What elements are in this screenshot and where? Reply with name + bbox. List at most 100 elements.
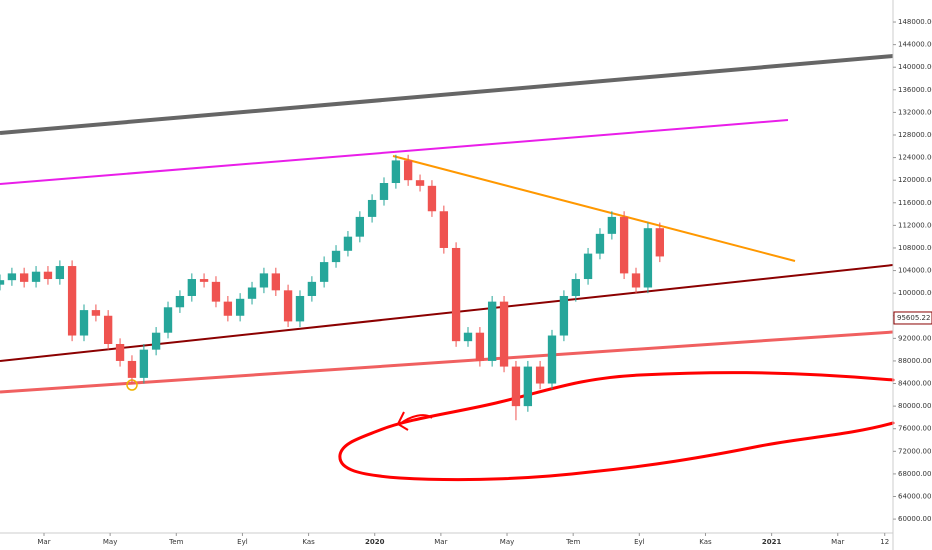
- candle-body: [211, 281, 221, 302]
- x-tick-label: 12: [880, 538, 889, 546]
- trend-line: [0, 330, 894, 394]
- trend-line: [0, 119, 789, 185]
- candle-body: [595, 233, 605, 254]
- y-tick-label: 148000.00: [898, 18, 932, 26]
- candle-body: [151, 332, 161, 350]
- candle-body: [343, 236, 353, 251]
- x-tick-label: Kas: [302, 538, 315, 546]
- last-price-label: 95605.22: [897, 314, 930, 322]
- candle-body: [583, 253, 593, 280]
- candle-body: [499, 301, 509, 367]
- candle-body: [403, 160, 413, 181]
- y-tick-label: 104000.00: [898, 267, 932, 275]
- y-tick-label: 144000.00: [898, 41, 932, 49]
- x-tick-label: Tem: [168, 538, 183, 546]
- candle-body: [523, 366, 533, 407]
- candle-body: [475, 332, 485, 361]
- candle-body: [55, 266, 65, 280]
- candles: [0, 154, 664, 421]
- y-tick-label: 120000.00: [898, 176, 932, 184]
- x-tick-label: Mar: [37, 538, 50, 546]
- x-tick-label: Tem: [565, 538, 580, 546]
- candle-body: [307, 281, 317, 296]
- candle-body: [247, 287, 257, 299]
- y-tick-label: 116000.00: [898, 199, 932, 207]
- y-tick-label: 88000.00: [898, 357, 931, 365]
- candle-body: [547, 335, 557, 384]
- candle-body: [67, 266, 77, 336]
- y-tick-label: 68000.00: [898, 470, 931, 478]
- y-tick-label: 64000.00: [898, 493, 931, 501]
- trend-line: [392, 155, 796, 262]
- y-tick-label: 112000.00: [898, 221, 932, 229]
- x-tick-label: May: [103, 538, 117, 546]
- candle-body: [103, 315, 113, 344]
- y-tick-label: 100000.00: [898, 289, 932, 297]
- x-tick-label: Eyl: [634, 538, 645, 546]
- last-price-box: [893, 311, 932, 325]
- y-tick-label: 92000.00: [898, 334, 931, 342]
- y-tick-label: 140000.00: [898, 63, 932, 71]
- y-tick-label: 84000.00: [898, 380, 931, 388]
- candle-body: [439, 211, 449, 248]
- candle-body: [7, 273, 17, 281]
- candle-body: [0, 280, 5, 285]
- candle-body: [139, 349, 149, 378]
- candle-body: [31, 271, 41, 282]
- candle-body: [355, 216, 365, 237]
- candle-body: [487, 301, 497, 361]
- candle-body: [283, 290, 293, 322]
- x-tick-label: Kas: [699, 538, 712, 546]
- drawings: [0, 54, 895, 482]
- trend-line: [0, 54, 894, 135]
- candle-body: [163, 307, 173, 333]
- x-tick-label: Mar: [434, 538, 447, 546]
- candle-body: [235, 298, 245, 316]
- candle-body: [415, 180, 425, 186]
- x-tick-label: Mar: [831, 538, 844, 546]
- candle-body: [367, 199, 377, 217]
- candle-body: [331, 250, 341, 263]
- candle-body: [619, 216, 629, 274]
- y-tick-label: 76000.00: [898, 425, 931, 433]
- candle-body: [187, 279, 196, 296]
- y-tick-label: 80000.00: [898, 402, 931, 410]
- candle-body: [451, 247, 461, 342]
- x-tick-label: Eyl: [237, 538, 248, 546]
- candle-body: [91, 310, 101, 316]
- candle-body: [391, 160, 401, 184]
- candle-body: [655, 228, 664, 257]
- candle-body: [127, 360, 137, 378]
- candle-body: [643, 228, 653, 288]
- x-tick-label: May: [500, 538, 514, 546]
- trend-line: [0, 264, 894, 362]
- candle-body: [295, 295, 305, 322]
- candle-body: [607, 216, 617, 234]
- candle-body: [559, 295, 569, 336]
- candle-body: [223, 301, 233, 316]
- candle-body: [259, 273, 269, 288]
- freehand-arrow: [396, 411, 433, 431]
- candle-body: [175, 295, 185, 308]
- candle-body: [43, 271, 53, 280]
- candle-body: [511, 366, 521, 407]
- candle-body: [463, 332, 473, 342]
- y-tick-label: 136000.00: [898, 86, 932, 94]
- candle-body: [79, 310, 89, 336]
- candle-body: [199, 279, 209, 282]
- candle-body: [19, 273, 29, 282]
- x-tick-label: 2020: [365, 538, 385, 546]
- x-tick-label: 2021: [762, 538, 782, 546]
- candle-body: [535, 366, 545, 384]
- candle-body: [271, 273, 281, 291]
- y-tick-label: 124000.00: [898, 154, 932, 162]
- candle-body: [379, 183, 389, 200]
- y-tick-label: 132000.00: [898, 108, 932, 116]
- y-tick-label: 72000.00: [898, 447, 931, 455]
- y-tick-label: 108000.00: [898, 244, 932, 252]
- candle-body: [427, 185, 437, 212]
- y-tick-label: 128000.00: [898, 131, 932, 139]
- candle-body: [631, 273, 641, 288]
- candle-body: [571, 279, 580, 296]
